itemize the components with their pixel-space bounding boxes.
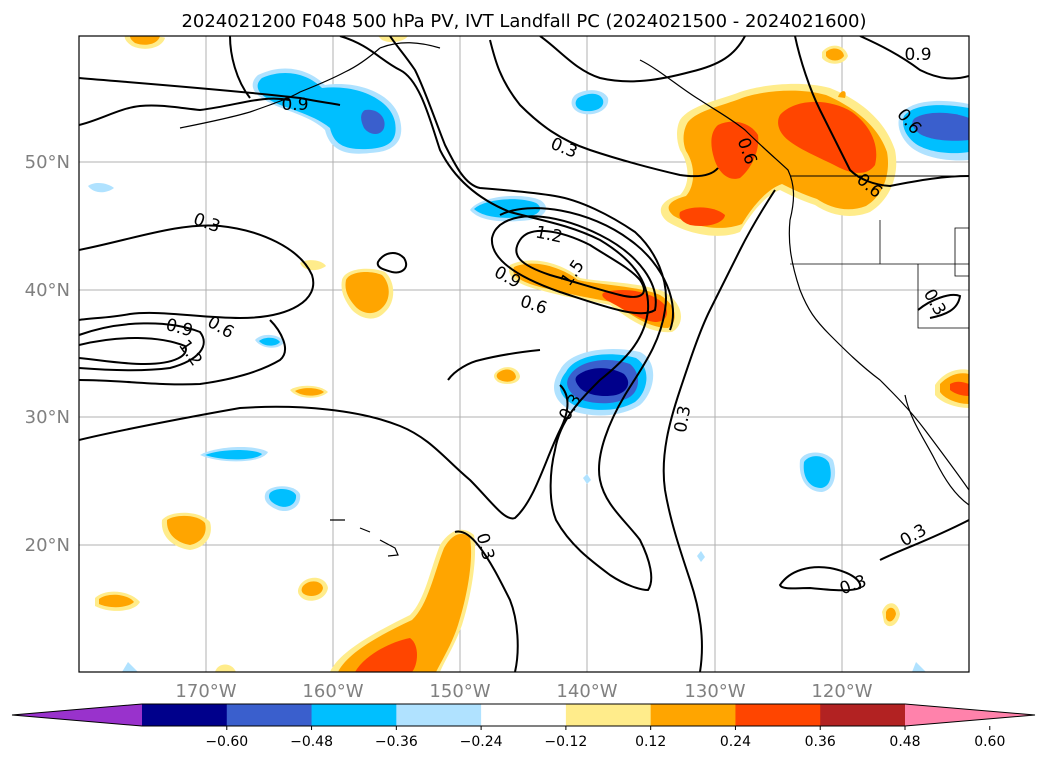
contour-label: 0.9 xyxy=(281,95,308,115)
lon-tick-labels: 170°W 160°W 150°W 140°W 130°W 120°W xyxy=(175,681,872,702)
ivt-contour-lines xyxy=(79,36,969,672)
colorbar-segment xyxy=(142,704,228,726)
colorbar-segment xyxy=(311,704,397,726)
lon-tick-label: 160°W xyxy=(302,681,363,702)
lat-tick-label: 30°N xyxy=(25,407,70,428)
lat-tick-label: 20°N xyxy=(25,535,70,556)
map-title: 2024021200 F048 500 hPa PV, IVT Landfall… xyxy=(181,11,866,32)
colorbar-tick-label: −0.60 xyxy=(205,734,248,750)
colorbar-tick-label: −0.36 xyxy=(375,734,418,750)
colorbar-tick-label: −0.24 xyxy=(460,734,503,750)
lon-tick-label: 150°W xyxy=(429,681,490,702)
contour-label: 0.9 xyxy=(904,45,931,65)
colorbar-extend-max xyxy=(905,704,1035,726)
colorbar-tick-label: 0.48 xyxy=(889,734,920,750)
colorbar-tick-label: −0.12 xyxy=(544,734,587,750)
colorbar-segment xyxy=(650,704,736,726)
colorbar-segment xyxy=(820,704,906,726)
colorbar-segment xyxy=(396,704,482,726)
contour-label: 0.3 xyxy=(671,404,695,434)
colorbar-segment xyxy=(735,704,821,726)
colorbar-extend-min xyxy=(12,704,142,726)
colorbar-tick-label: 0.60 xyxy=(974,734,1005,750)
colorbar-segment xyxy=(226,704,313,726)
lat-tick-label: 40°N xyxy=(25,280,70,301)
lon-tick-label: 140°W xyxy=(556,681,617,702)
colorbar-outline xyxy=(11,703,1036,727)
colorbar-tick-label: −0.48 xyxy=(290,734,333,750)
colorbar-tick-label: 0.36 xyxy=(805,734,836,750)
colorbar-tick-label: 0.12 xyxy=(635,734,666,750)
colorbar: −0.60 −0.48 −0.36 −0.24 −0.12 0.12 0.24 0.36 0.4… xyxy=(11,703,1036,750)
lat-tick-labels: 50°N 40°N 30°N 20°N xyxy=(25,152,70,556)
lon-tick-label: 170°W xyxy=(175,681,236,702)
colorbar-tick-label: 0.24 xyxy=(720,734,751,750)
lon-tick-label: 130°W xyxy=(684,681,745,702)
map-area: 0.9 0.3 0.3 1.2 1.5 0.9 0.6 0.9 0.6 1.2 … xyxy=(79,36,969,672)
lat-tick-label: 50°N xyxy=(25,152,70,173)
map-frame xyxy=(78,35,970,673)
lon-tick-label: 120°W xyxy=(811,681,872,702)
colorbar-segment xyxy=(565,704,652,726)
coastlines xyxy=(179,42,969,557)
colorbar-segment xyxy=(481,704,567,726)
pv-filled-contours xyxy=(88,36,969,672)
